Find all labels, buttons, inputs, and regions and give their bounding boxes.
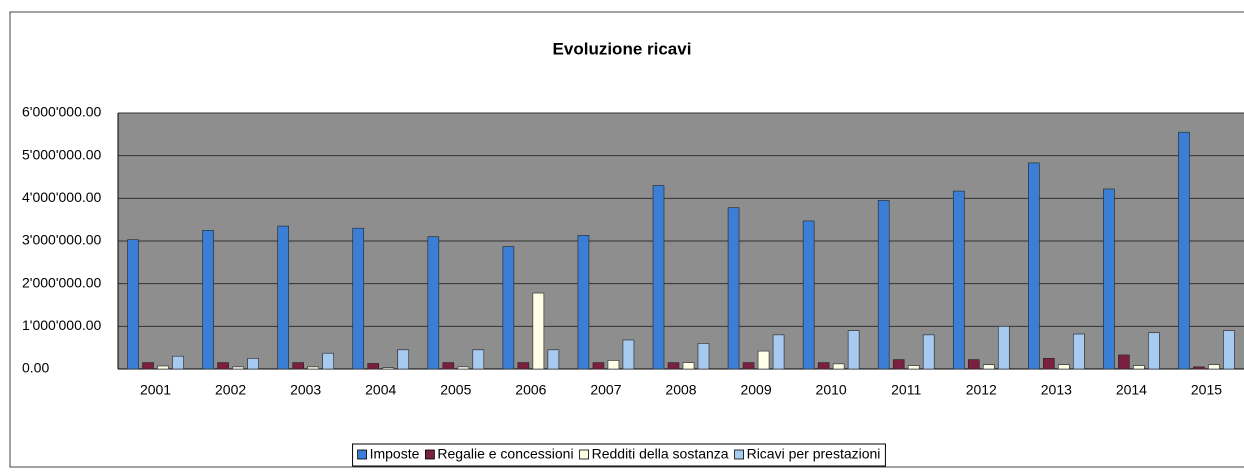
bar: [742, 362, 755, 370]
bar: [697, 343, 710, 370]
y-tick-label: 1'000'000.00: [22, 317, 102, 333]
legend-label: Imposte: [370, 446, 420, 462]
bar: [322, 352, 334, 370]
bar: [307, 366, 319, 370]
bar: [202, 230, 214, 370]
bar: [1043, 358, 1055, 370]
bar: [907, 365, 920, 370]
bar: [1118, 354, 1130, 370]
bar: [817, 362, 830, 370]
legend-label: Ricavi per prestazioni: [747, 446, 881, 462]
bar: [292, 362, 304, 370]
x-tick-label: 2006: [515, 382, 546, 398]
bar: [802, 220, 815, 370]
y-tick-label: 3'000'000.00: [22, 232, 102, 248]
bar: [157, 365, 169, 370]
bar: [757, 350, 770, 370]
y-tick-label: 5'000'000.00: [22, 146, 102, 162]
bar: [652, 185, 665, 370]
bar: [397, 349, 410, 370]
bar: [277, 225, 289, 370]
bar: [922, 334, 935, 370]
bar: [877, 200, 890, 370]
x-tick-label: 2008: [665, 382, 696, 398]
bar: [127, 239, 139, 370]
bar: [442, 362, 455, 370]
bar: [382, 367, 395, 370]
bar: [352, 227, 365, 370]
legend-swatch: [734, 449, 744, 460]
bar: [1193, 366, 1205, 370]
bar: [502, 246, 515, 370]
bar: [892, 359, 905, 370]
bar: [832, 363, 845, 370]
x-tick-label: 2015: [1191, 382, 1222, 398]
bar: [607, 360, 620, 370]
bar: [727, 207, 740, 370]
bar: [997, 326, 1010, 370]
bar: [1028, 162, 1040, 370]
bar: [472, 349, 485, 370]
legend-swatch: [424, 449, 435, 460]
legend-label: Regalie e concessioni: [437, 446, 573, 462]
x-tick-label: 2001: [140, 382, 171, 398]
x-tick-label: 2003: [290, 382, 321, 398]
bar: [217, 362, 229, 370]
x-tick-label: 2013: [1041, 382, 1072, 398]
bar: [142, 362, 154, 370]
bar: [682, 362, 695, 370]
bar: [247, 358, 259, 370]
bar: [532, 292, 545, 370]
bar: [1178, 131, 1190, 370]
bar: [577, 235, 590, 370]
bar: [367, 363, 380, 370]
bar: [547, 349, 560, 370]
bar: [1058, 364, 1070, 370]
bar: [1073, 333, 1085, 370]
bar: [622, 339, 635, 370]
legend-swatch: [579, 449, 589, 460]
bar: [1208, 364, 1220, 370]
y-tick-label: 0.00: [22, 360, 49, 376]
x-tick-label: 2012: [966, 382, 997, 398]
bar: [952, 190, 965, 370]
bar: [517, 362, 530, 370]
bar: [592, 362, 605, 370]
legend-label: Redditi della sostanza: [592, 446, 729, 462]
x-tick-label: 2005: [440, 382, 471, 398]
bar: [1133, 365, 1145, 370]
bar: [232, 366, 244, 370]
x-tick-label: 2002: [215, 382, 246, 398]
bar: [172, 355, 184, 370]
chart-title: Evoluzione ricavi: [553, 39, 692, 58]
bar: [667, 362, 680, 370]
legend-box: [352, 443, 886, 467]
bar: [427, 236, 440, 370]
x-tick-label: 2007: [590, 382, 621, 398]
bar: [982, 364, 995, 370]
x-tick-label: 2011: [891, 382, 921, 398]
legend-swatch: [357, 449, 367, 460]
bar: [967, 359, 980, 370]
y-tick-label: 2'000'000.00: [22, 274, 102, 290]
bar: [1223, 330, 1235, 370]
bar: [772, 334, 785, 370]
y-tick-label: 4'000'000.00: [22, 189, 102, 205]
bar: [457, 366, 470, 370]
bar: [1103, 188, 1115, 370]
x-tick-label: 2009: [740, 382, 771, 398]
x-tick-label: 2010: [816, 382, 847, 398]
y-tick-label: 6'000'000.00: [22, 104, 102, 120]
bar: [847, 330, 860, 370]
x-tick-label: 2014: [1116, 382, 1147, 398]
bar: [1148, 332, 1160, 370]
x-tick-label: 2004: [365, 382, 396, 398]
